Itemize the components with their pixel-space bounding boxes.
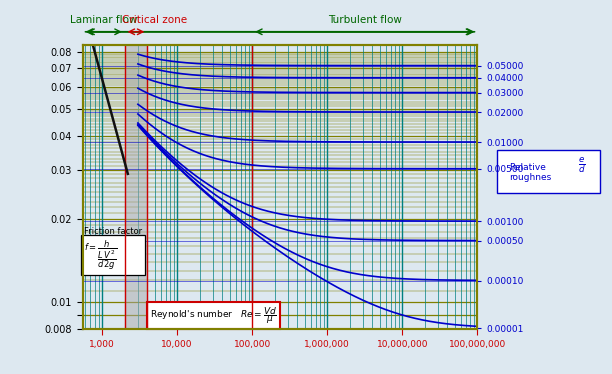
Text: Laminar flow: Laminar flow xyxy=(70,15,138,25)
Text: $\frac{e}{d}$: $\frac{e}{d}$ xyxy=(578,156,586,176)
Text: Critical zone: Critical zone xyxy=(122,15,187,25)
Text: Turbulent flow: Turbulent flow xyxy=(328,15,401,25)
Text: Friction factor
$f = \dfrac{h}{\dfrac{L}{d}\dfrac{V^2}{2g}}$: Friction factor $f = \dfrac{h}{\dfrac{L}… xyxy=(84,227,142,272)
Text: Reynold's number   $Re = \dfrac{Vd}{\mu}$: Reynold's number $Re = \dfrac{Vd}{\mu}$ xyxy=(150,305,277,326)
FancyBboxPatch shape xyxy=(497,150,600,193)
Text: Relative
roughnes: Relative roughnes xyxy=(509,163,551,183)
